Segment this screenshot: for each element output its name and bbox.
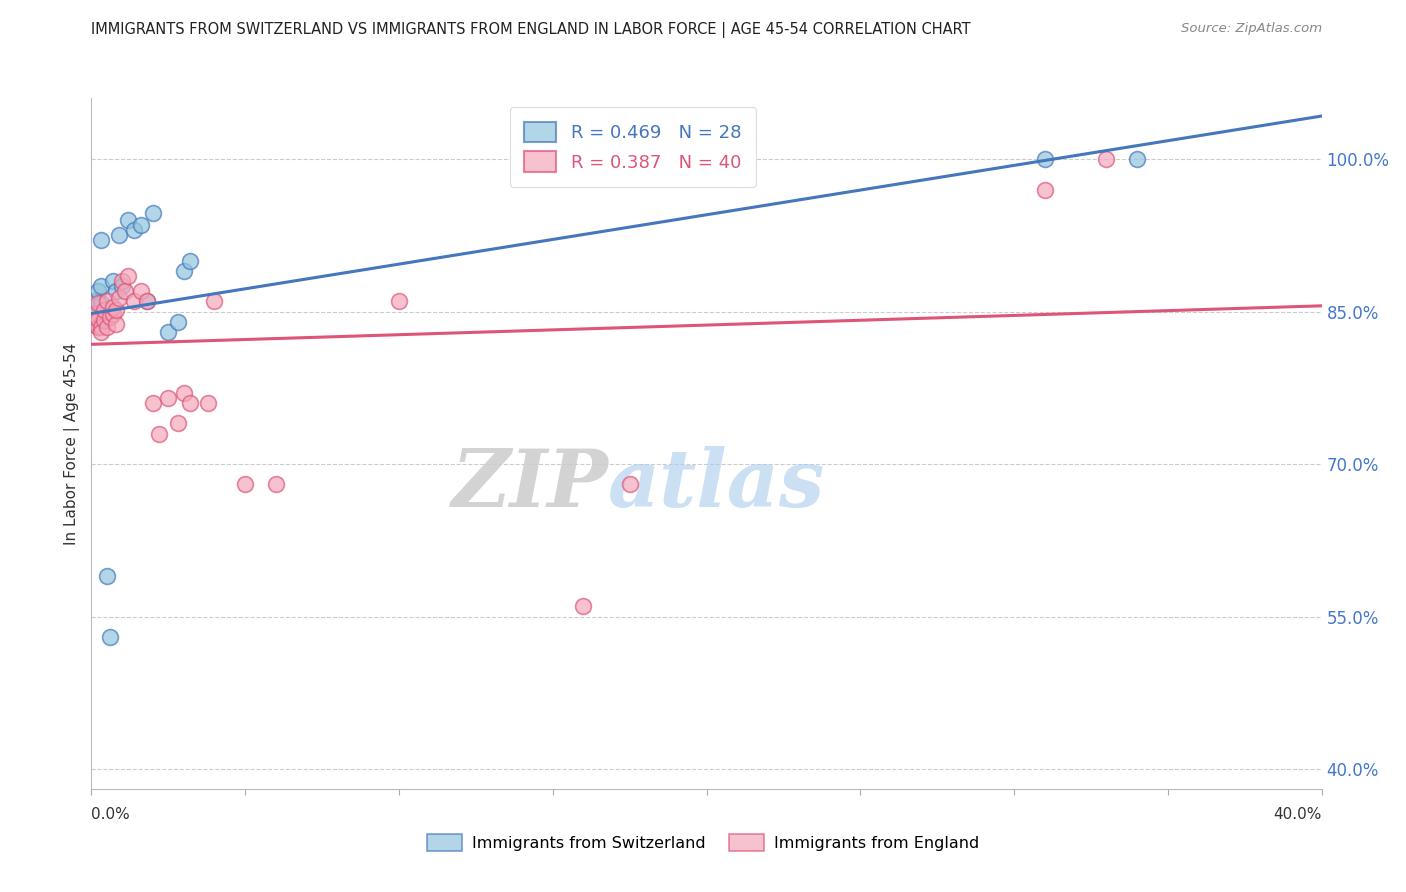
Point (197, 396, 219, 410)
Point (111, 279, 134, 293)
Point (129, 218, 152, 232)
Point (202, 294, 225, 309)
Point (86, 315, 108, 329)
Text: ZIP: ZIP (451, 447, 607, 524)
Point (93, 312, 115, 326)
Point (86, 319, 108, 334)
Point (388, 294, 411, 309)
Point (1095, 152, 1118, 166)
Point (124, 294, 146, 309)
Text: atlas: atlas (607, 447, 825, 524)
Point (173, 264, 195, 278)
Point (124, 223, 146, 237)
Point (93, 310, 115, 324)
Point (80, 317, 103, 331)
Point (572, 599, 595, 614)
Text: IMMIGRANTS FROM SWITZERLAND VS IMMIGRANTS FROM ENGLAND IN LABOR FORCE | AGE 45-5: IMMIGRANTS FROM SWITZERLAND VS IMMIGRANT… (91, 22, 972, 38)
Point (105, 317, 127, 331)
Legend: Immigrants from Switzerland, Immigrants from England: Immigrants from Switzerland, Immigrants … (420, 828, 986, 857)
Point (96, 319, 118, 334)
Point (105, 302, 127, 317)
Point (179, 396, 201, 410)
Point (233, 477, 256, 491)
Point (98, 630, 121, 644)
Point (135, 294, 157, 309)
Text: 40.0%: 40.0% (1274, 807, 1322, 822)
Point (148, 426, 170, 441)
Point (80, 315, 103, 329)
Point (157, 391, 180, 405)
Point (86, 311, 108, 326)
Point (90, 296, 112, 310)
Point (83, 296, 105, 310)
Point (129, 285, 152, 299)
Point (96, 569, 118, 583)
Point (157, 325, 180, 339)
Point (80, 310, 103, 324)
Point (98, 310, 121, 324)
Point (166, 315, 188, 329)
Point (101, 300, 124, 314)
Point (142, 206, 165, 220)
Point (93, 302, 115, 317)
Point (96, 294, 118, 309)
Point (90, 279, 112, 293)
Point (83, 307, 105, 321)
Text: Source: ZipAtlas.com: Source: ZipAtlas.com (1181, 22, 1322, 36)
Point (264, 477, 287, 491)
Legend: R = 0.469   N = 28, R = 0.387   N = 40: R = 0.469 N = 28, R = 0.387 N = 40 (509, 107, 756, 186)
Point (83, 315, 105, 329)
Point (142, 396, 165, 410)
Point (111, 274, 134, 288)
Point (90, 319, 112, 334)
Point (114, 285, 136, 299)
Point (101, 274, 124, 288)
Point (135, 294, 157, 309)
Point (83, 294, 105, 309)
Point (86, 285, 108, 299)
Text: 0.0%: 0.0% (91, 807, 131, 822)
Point (83, 307, 105, 321)
Point (117, 213, 139, 227)
Point (1033, 152, 1056, 166)
Point (1126, 152, 1149, 166)
Point (173, 386, 195, 401)
Point (1033, 183, 1056, 197)
Point (90, 234, 112, 248)
Y-axis label: In Labor Force | Age 45-54: In Labor Force | Age 45-54 (65, 343, 80, 545)
Point (86, 296, 108, 310)
Point (108, 292, 131, 306)
Point (179, 253, 201, 268)
Point (117, 268, 139, 283)
Point (108, 228, 131, 243)
Point (619, 477, 641, 491)
Point (86, 319, 108, 334)
Point (105, 285, 127, 299)
Point (166, 417, 188, 431)
Point (101, 307, 124, 321)
Point (90, 325, 112, 339)
